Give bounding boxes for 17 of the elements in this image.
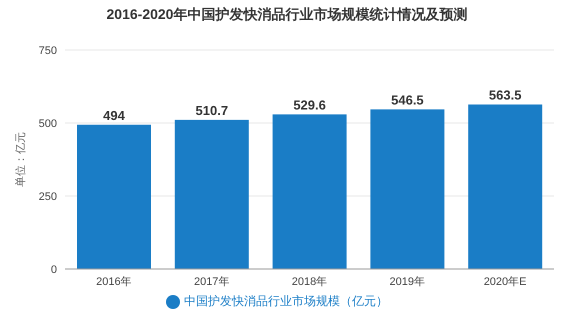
- chart-title: 2016-2020年中国护发快消品行业市场规模统计情况及预测: [106, 6, 468, 24]
- data-label: 529.6: [293, 97, 326, 112]
- y-tick-label: 250: [38, 190, 57, 203]
- data-label: 510.7: [196, 102, 228, 118]
- y-tick-label: 500: [38, 118, 57, 130]
- x-tick-label: 2020年E: [484, 276, 527, 288]
- x-tick-label: 2017年: [194, 276, 230, 288]
- y-tick-label: 0: [50, 264, 57, 276]
- x-tick-label: 2019年: [390, 276, 426, 288]
- data-label: 494: [103, 108, 126, 123]
- data-label: 563.5: [488, 87, 522, 102]
- legend-label: 中国护发快消品行业市场规模（亿元）: [184, 294, 388, 308]
- y-tick-label: 750: [38, 44, 57, 57]
- x-tick-label: 2016年: [96, 276, 132, 288]
- data-label: 546.5: [391, 92, 424, 108]
- x-tick-label: 2018年: [292, 276, 328, 288]
- y-axis-title: 单位：亿元: [14, 132, 27, 187]
